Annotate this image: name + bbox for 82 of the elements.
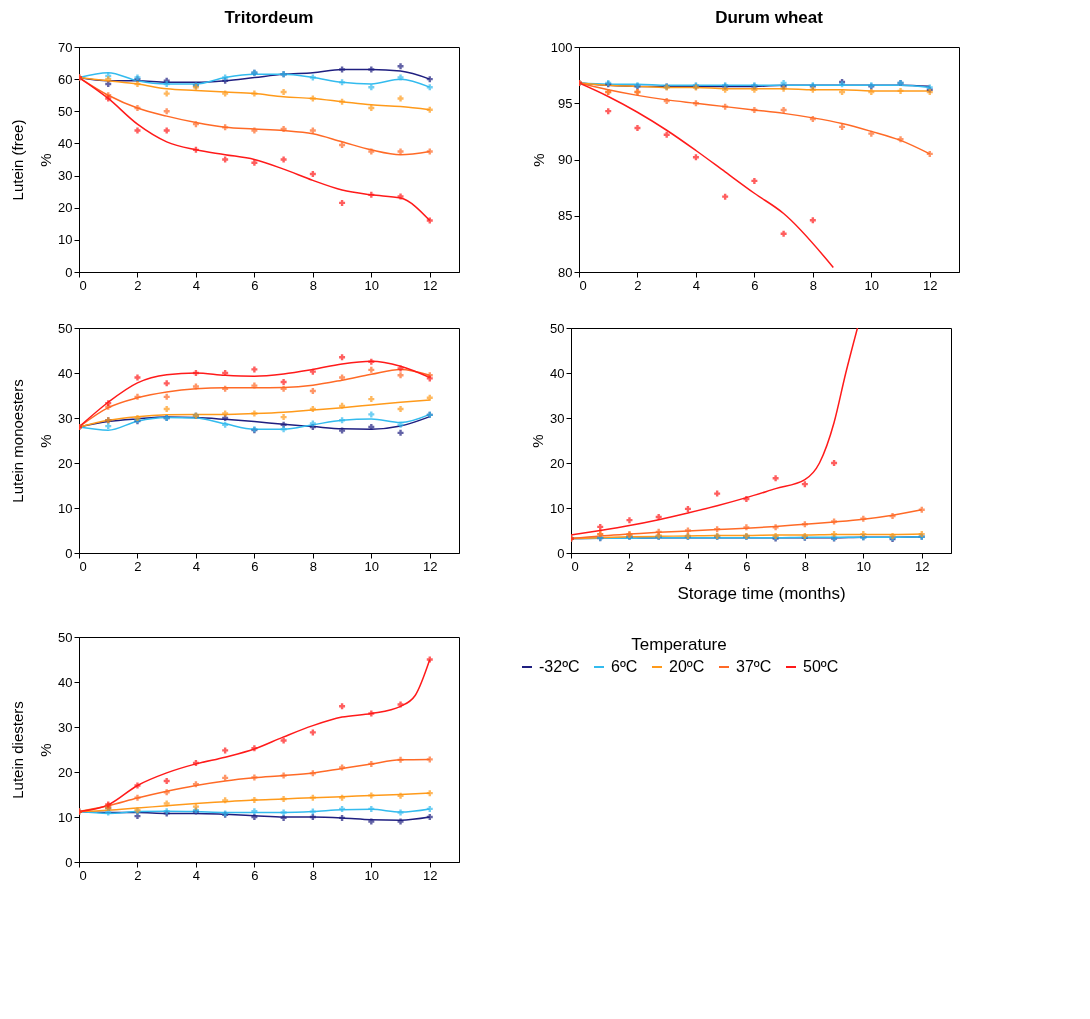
x-tick-label: 4 bbox=[692, 277, 701, 293]
text: Lutein (free) bbox=[9, 119, 27, 201]
y-tick-label: 20 bbox=[58, 455, 73, 471]
y-axis-title: % bbox=[37, 434, 55, 448]
x-tick-label: 6 bbox=[743, 558, 751, 574]
y-tick-label: 50 bbox=[58, 629, 73, 645]
y-tick-label: 10 bbox=[58, 500, 73, 516]
legend-label: -32ºC bbox=[539, 658, 580, 675]
x-tick-label: 12 bbox=[915, 558, 930, 574]
x-tick-label: 2 bbox=[134, 277, 142, 293]
y-tick-label: 20 bbox=[550, 455, 565, 471]
y-tick-label: 60 bbox=[58, 71, 73, 87]
legend-label: 6ºC bbox=[611, 658, 638, 675]
y-axis-title: % bbox=[529, 434, 547, 448]
legend-label: 37ºC bbox=[736, 658, 772, 675]
y-axis-title: % bbox=[37, 153, 55, 167]
x-tick-label: 4 bbox=[684, 558, 693, 574]
x-tick-label: 8 bbox=[309, 277, 317, 293]
x-tick-label: 12 bbox=[423, 867, 438, 883]
x-tick-label: 2 bbox=[134, 558, 142, 574]
legend-title: Temperature bbox=[631, 635, 727, 654]
y-tick-label: 30 bbox=[58, 410, 73, 426]
y-tick-label: 20 bbox=[58, 200, 73, 216]
y-tick-label: 0 bbox=[65, 264, 73, 280]
x-tick-label: 0 bbox=[579, 277, 587, 293]
x-tick-label: 4 bbox=[192, 277, 201, 293]
y-tick-label: 85 bbox=[558, 208, 573, 224]
x-tick-label: 10 bbox=[364, 558, 380, 574]
y-tick-label: 20 bbox=[58, 764, 73, 780]
x-axis-title: Storage time (months) bbox=[677, 583, 846, 603]
x-tick-label: 6 bbox=[251, 558, 259, 574]
y-tick-label: 10 bbox=[550, 500, 565, 516]
y-tick-label: 10 bbox=[58, 809, 73, 825]
y-tick-label: 10 bbox=[58, 232, 73, 248]
y-tick-label: 40 bbox=[58, 135, 73, 151]
x-tick-label: 6 bbox=[251, 867, 259, 883]
y-tick-label: 95 bbox=[558, 95, 573, 111]
legend-label: 50ºC bbox=[803, 658, 839, 675]
x-tick-label: 0 bbox=[79, 867, 87, 883]
y-tick-label: 0 bbox=[65, 854, 73, 870]
x-tick-label: 10 bbox=[364, 277, 380, 293]
chart-title: Durum wheat bbox=[715, 8, 824, 27]
y-tick-label: 30 bbox=[58, 719, 73, 735]
x-tick-label: 8 bbox=[809, 277, 817, 293]
x-tick-label: 12 bbox=[423, 558, 438, 574]
y-tick-label: 50 bbox=[550, 320, 565, 336]
y-tick-label: 0 bbox=[557, 545, 565, 561]
x-tick-label: 0 bbox=[79, 277, 87, 293]
x-tick-label: 10 bbox=[856, 558, 872, 574]
x-tick-label: 2 bbox=[626, 558, 634, 574]
y-tick-label: 40 bbox=[58, 674, 73, 690]
y-axis-title: % bbox=[529, 153, 547, 167]
x-tick-label: 10 bbox=[864, 277, 880, 293]
y-tick-label: 40 bbox=[550, 365, 565, 381]
y-tick-label: 30 bbox=[550, 410, 565, 426]
chart-title: Tritordeum bbox=[224, 8, 314, 27]
y-tick-label: 70 bbox=[58, 39, 73, 55]
y-tick-label: 40 bbox=[58, 365, 73, 381]
x-tick-label: 0 bbox=[79, 558, 87, 574]
x-tick-label: 8 bbox=[801, 558, 809, 574]
y-tick-label: 90 bbox=[558, 152, 573, 167]
y-axis-title: % bbox=[37, 743, 55, 757]
x-tick-label: 8 bbox=[309, 558, 317, 574]
x-tick-label: 6 bbox=[251, 277, 259, 293]
y-tick-label: 30 bbox=[58, 168, 73, 184]
x-tick-label: 4 bbox=[192, 558, 201, 574]
x-tick-label: 4 bbox=[192, 867, 201, 883]
legend-label: 20ºC bbox=[669, 658, 705, 675]
text: Lutein diesters bbox=[9, 701, 27, 799]
y-tick-label: 50 bbox=[58, 320, 73, 336]
y-tick-label: 80 bbox=[558, 264, 573, 280]
x-tick-label: 2 bbox=[634, 277, 642, 293]
x-tick-label: 2 bbox=[134, 867, 142, 883]
y-tick-label: 100 bbox=[550, 39, 573, 55]
y-tick-label: 0 bbox=[65, 545, 73, 561]
x-tick-label: 10 bbox=[364, 867, 380, 883]
y-tick-label: 50 bbox=[58, 103, 73, 119]
x-tick-label: 12 bbox=[423, 277, 438, 293]
x-tick-label: 6 bbox=[751, 277, 759, 293]
x-tick-label: 8 bbox=[309, 867, 317, 883]
text: Lutein monoesters bbox=[9, 379, 27, 503]
x-tick-label: 12 bbox=[923, 277, 938, 293]
